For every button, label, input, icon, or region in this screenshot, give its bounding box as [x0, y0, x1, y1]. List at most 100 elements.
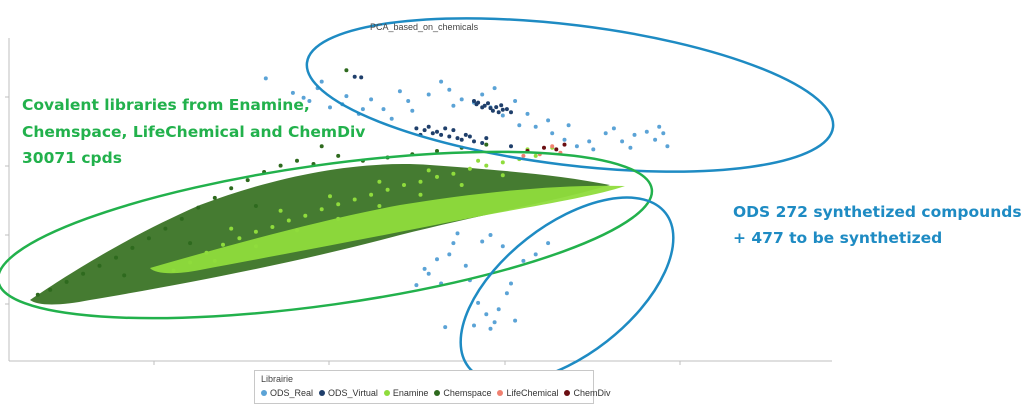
legend-item: Chemspace — [434, 388, 491, 398]
scatter-point — [451, 128, 456, 133]
scatter-point — [484, 136, 489, 141]
scatter-point — [533, 124, 538, 129]
scatter-point — [196, 205, 201, 210]
scatter-point — [632, 132, 637, 137]
legend: Librairie ODS_Real ODS_Virtual Enamine Chem… — [254, 370, 611, 404]
enamine-cloud-band — [150, 185, 625, 274]
scatter-point — [554, 147, 559, 152]
scatter-point — [484, 142, 489, 147]
scatter-point — [550, 131, 555, 136]
scatter-point — [422, 266, 427, 271]
scatter-point — [377, 204, 382, 208]
scatter-point — [35, 292, 40, 297]
axes — [5, 38, 832, 365]
legend-marker — [319, 390, 326, 396]
scatter-point — [286, 218, 291, 223]
legend-label: LifeChemical — [506, 388, 559, 398]
scatter-point — [480, 141, 485, 145]
scatter-point — [500, 244, 505, 249]
scatter-point — [328, 105, 332, 110]
scatter-point — [496, 110, 501, 115]
legend-item: ODS_Real — [261, 388, 313, 398]
scatter-point — [574, 144, 579, 149]
scatter-point — [352, 197, 357, 202]
legend-label: ChemDiv — [573, 388, 611, 398]
scatter-point — [414, 126, 419, 131]
scatter-point — [521, 258, 526, 263]
ods-virtual-cluster-ellipse — [305, 17, 835, 173]
scatter-point — [122, 273, 127, 278]
scatter-point — [418, 192, 423, 197]
scatter-point — [480, 239, 485, 244]
scatter-point — [546, 118, 551, 123]
scatter-point — [439, 79, 444, 84]
scatter-point — [359, 75, 364, 80]
scatter-point — [488, 106, 493, 111]
scatter-point — [509, 144, 513, 149]
scatter-point — [533, 153, 538, 158]
scatter-point — [509, 110, 513, 115]
scatter-point — [336, 202, 341, 207]
scatter-point — [488, 233, 493, 237]
scatter-point — [179, 216, 184, 221]
scatter-point — [229, 186, 234, 191]
scatter-point — [509, 281, 513, 286]
annotation-line: Covalent libraries from Enamine, — [22, 96, 310, 114]
scatter-point — [451, 241, 456, 246]
scatter-point — [171, 268, 176, 273]
scatter-point — [463, 132, 468, 137]
scatter-point — [513, 318, 518, 323]
scatter-point — [661, 131, 666, 136]
scatter-point — [500, 160, 505, 165]
scatter-point — [611, 126, 616, 131]
scatter-point — [521, 153, 526, 158]
scatter-point — [426, 124, 431, 129]
scatter-point — [490, 108, 495, 113]
legend-label: Enamine — [392, 388, 429, 398]
scatter-point — [369, 97, 374, 102]
series-chemdiv — [525, 142, 567, 153]
scatter-point — [472, 99, 476, 103]
legend-items: ODS_Real ODS_Virtual Enamine Chemspace LifeC… — [261, 388, 611, 398]
scatter-point — [492, 320, 497, 325]
scatter-point — [414, 283, 419, 288]
scatter-point — [494, 105, 499, 110]
scatter-point — [644, 129, 649, 134]
scatter-point — [253, 204, 258, 208]
scatter-point — [476, 158, 481, 163]
scatter-point — [447, 252, 452, 257]
scatter-point — [620, 139, 625, 144]
scatter-point — [377, 179, 382, 184]
scatter-point — [253, 244, 258, 249]
scatter-point — [476, 300, 481, 305]
series-enamine — [171, 145, 555, 273]
scatter-point — [455, 136, 460, 141]
scatter-point — [439, 132, 444, 137]
annotation-ods-compounds: ODS 272 synthetized compounds + 477 to b… — [733, 203, 1022, 247]
scatter-point — [426, 271, 431, 276]
scatter-point — [603, 131, 608, 136]
legend-title: Librairie — [261, 374, 294, 384]
scatter-point — [303, 213, 308, 218]
scatter-point — [628, 145, 633, 150]
scatter-point — [472, 323, 476, 328]
scatter-point — [435, 149, 439, 153]
scatter-point — [426, 92, 431, 97]
scatter-point — [188, 260, 193, 265]
scatter-point — [422, 128, 427, 133]
scatter-point — [410, 108, 415, 113]
annotation-line: 30071 cpds — [22, 149, 122, 167]
scatter-point — [500, 107, 505, 112]
scatter-point — [435, 129, 439, 134]
scatter-point — [253, 229, 258, 234]
scatter-point — [459, 183, 464, 187]
scatter-point — [385, 187, 390, 192]
scatter-point — [459, 137, 464, 142]
scatter-point — [455, 231, 460, 236]
scatter-point — [64, 279, 69, 284]
scatter-point — [328, 194, 332, 199]
annotation-line: ODS 272 synthetized compounds — [733, 203, 1022, 221]
scatter-point — [397, 89, 402, 94]
scatter-point — [263, 76, 268, 81]
scatter-point — [278, 208, 283, 213]
